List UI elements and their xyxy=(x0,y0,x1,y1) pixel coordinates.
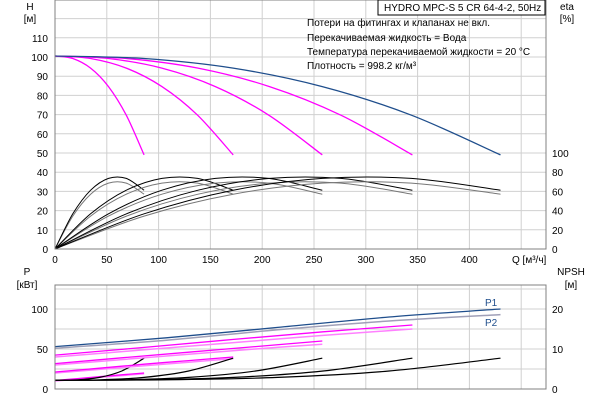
h-tick-label: 0 xyxy=(42,245,48,256)
eta-tick-label: 60 xyxy=(552,187,564,198)
h-axis-unit: [м] xyxy=(24,14,37,25)
h-tick-label: 30 xyxy=(37,187,49,198)
p2-curve-3-pumps xyxy=(54,343,323,366)
p1-curve-2-pumps xyxy=(54,356,234,373)
x-tick-label: 200 xyxy=(254,255,271,266)
h-tick-label: 80 xyxy=(37,91,49,102)
efficiency-curve-4-pumps xyxy=(54,176,413,250)
p-tick-label: 100 xyxy=(31,305,48,316)
h-tick-label: 60 xyxy=(37,130,49,141)
efficiency-curve-5-pumps xyxy=(54,176,501,250)
h-tick-label: 50 xyxy=(37,149,49,160)
h-tick-label: 90 xyxy=(37,72,49,83)
h-tick-label: 110 xyxy=(32,34,48,45)
note-4: Плотность = 998.2 кг/м³ xyxy=(307,61,417,72)
bottom-plot-frame xyxy=(54,284,547,390)
head-curve-4-pumps xyxy=(54,55,413,156)
p-axis-unit: [кВт] xyxy=(17,280,38,291)
eta-axis-unit: [%] xyxy=(560,14,575,25)
head-curve-5-pumps xyxy=(54,55,501,156)
npsh-axis-unit: [м] xyxy=(565,280,578,291)
eta-axis-label: eta xyxy=(560,2,574,13)
eta-tick-label: 100 xyxy=(552,149,569,160)
note-2: Перекачиваемая жидкость = Вода xyxy=(307,33,467,44)
efficiency-curve-2-pumps-2 xyxy=(54,181,234,250)
legend-p1: P1 xyxy=(485,298,498,309)
npsh-axis-label: NPSH xyxy=(557,267,585,278)
efficiency-curve-1-pumps xyxy=(54,176,145,250)
efficiency-curve-5-pumps-2 xyxy=(54,181,501,250)
h-tick-label: 40 xyxy=(37,168,49,179)
x-tick-label: 250 xyxy=(306,255,323,266)
eta-tick-label: 0 xyxy=(552,245,558,256)
title-box xyxy=(377,0,546,16)
p1-curve-1-pumps xyxy=(54,372,145,382)
npsh-tick-label: 0 xyxy=(552,385,558,396)
p1-curve-4-pumps xyxy=(54,324,413,356)
efficiency-curve-2-pumps xyxy=(54,176,234,250)
p2-curve-4-pumps xyxy=(54,328,413,358)
h-tick-label: 10 xyxy=(37,226,49,237)
top-plot-frame xyxy=(54,0,547,250)
h-tick-label: 100 xyxy=(31,53,48,64)
axis-ticks: 0 50 100 150 200 250 300 350 4000102030405060708… xyxy=(31,34,569,396)
curves xyxy=(54,55,501,382)
p-axis-label: P xyxy=(24,267,31,278)
x-tick-label: 350 xyxy=(409,255,426,266)
q-axis-label: Q [м³/ч] xyxy=(512,255,547,266)
head-curve-1-pumps xyxy=(54,55,145,156)
efficiency-curve-4-pumps-2 xyxy=(54,181,413,250)
x-tick-label: 100 xyxy=(150,255,167,266)
npsh-tick-label: 10 xyxy=(552,345,564,356)
x-tick-label: 50 xyxy=(101,255,113,266)
eta-tick-label: 80 xyxy=(552,168,564,179)
eta-tick-label: 20 xyxy=(552,226,564,237)
npsh-tick-label: 20 xyxy=(552,305,564,316)
note-1: Потери на фитингах и клапанах не вкл. xyxy=(307,17,490,29)
chart-title: HYDRO MPC-S 5 CR 64-4-2, 50Hz xyxy=(384,3,541,14)
note-3: Температура перекачиваемой жидкости = 20… xyxy=(307,47,530,58)
p2-curve-5-pumps xyxy=(54,313,501,349)
head-curve-2-pumps xyxy=(54,55,234,156)
top-plot-grid xyxy=(55,0,546,249)
efficiency-curve-3-pumps xyxy=(54,176,323,250)
h-tick-label: 70 xyxy=(37,111,49,122)
x-tick-label: 400 xyxy=(461,255,478,266)
eta-tick-label: 40 xyxy=(552,207,564,218)
p-tick-label: 0 xyxy=(42,385,48,396)
x-tick-label: 0 xyxy=(52,255,58,266)
efficiency-curve-1-pumps-2 xyxy=(54,181,145,250)
p1-curve-5-pumps xyxy=(54,308,501,348)
h-tick-label: 20 xyxy=(37,207,49,218)
p1-curve-3-pumps xyxy=(54,340,323,365)
x-tick-label: 150 xyxy=(202,255,219,266)
head-curve-3-pumps xyxy=(54,55,323,156)
h-axis-label: H xyxy=(26,2,33,13)
p-tick-label: 50 xyxy=(37,345,49,356)
x-tick-label: 300 xyxy=(357,255,374,266)
npsh-curve-5-pumps xyxy=(54,357,501,381)
p2-curve-2-pumps xyxy=(54,357,234,374)
legend-p2: P2 xyxy=(485,318,498,329)
